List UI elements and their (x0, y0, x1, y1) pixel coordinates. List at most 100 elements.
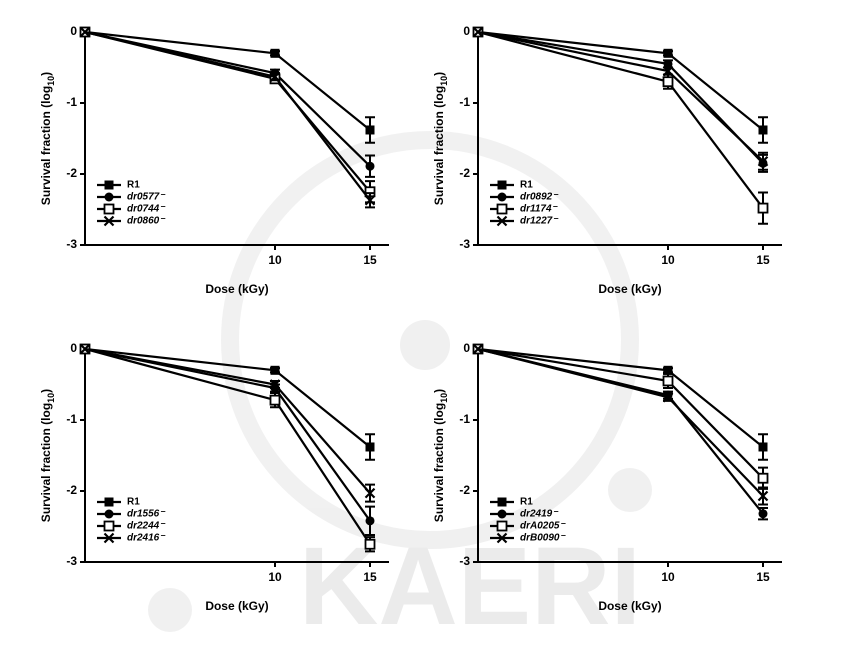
x-tick-label: 15 (363, 570, 377, 584)
legend-label: dr0892⁻ (520, 192, 559, 203)
marker (364, 487, 376, 499)
y-axis-label: Survival fraction (log10) (432, 72, 449, 205)
marker (104, 497, 114, 507)
y-axis-label-part: ) (39, 72, 53, 76)
y-tick-label: -3 (66, 554, 77, 568)
watermark-ring (221, 131, 639, 549)
marker (757, 472, 769, 484)
marker (496, 215, 508, 227)
x-tick-label: 15 (756, 570, 770, 584)
legend-label: dr2244⁻ (127, 521, 166, 532)
y-tick-label: -2 (459, 483, 470, 497)
legend-label: dr0744⁻ (127, 204, 166, 215)
marker (662, 76, 674, 88)
y-axis-label-part: Survival fraction (log (39, 403, 53, 522)
marker (269, 71, 281, 83)
y-tick-label: -2 (459, 166, 470, 180)
marker (663, 365, 673, 375)
marker (79, 26, 91, 38)
watermark-dot (608, 468, 652, 512)
y-axis-label-part: 10 (46, 76, 56, 86)
marker (496, 203, 508, 215)
y-axis-label-part: 10 (439, 76, 449, 86)
marker (103, 215, 115, 227)
marker (365, 516, 375, 526)
watermark-dot (148, 588, 192, 632)
y-axis-label-part: 10 (439, 393, 449, 403)
legend-label: dr2416⁻ (127, 533, 166, 544)
marker (104, 509, 114, 519)
marker (365, 161, 375, 171)
y-axis-label-part: Survival fraction (log (39, 86, 53, 205)
marker (662, 392, 674, 403)
y-tick-label: -3 (459, 237, 470, 251)
marker (104, 192, 114, 202)
marker (758, 442, 768, 452)
y-axis-label-part: ) (39, 389, 53, 393)
y-axis-label-part: ) (432, 389, 446, 393)
y-tick-label: -3 (459, 554, 470, 568)
x-axis-label: Dose (kGy) (598, 282, 661, 296)
legend-label: drB0090⁻ (520, 533, 566, 544)
marker (269, 394, 281, 406)
legend-label: dr0577⁻ (127, 192, 166, 203)
marker (662, 375, 674, 387)
y-tick-label: 0 (70, 341, 77, 355)
y-axis-label-part: Survival fraction (log (432, 403, 446, 522)
x-tick-label: 15 (363, 253, 377, 267)
legend-label: dr1556⁻ (127, 509, 166, 520)
marker (472, 343, 484, 355)
legend-label: dr2419⁻ (520, 509, 559, 520)
series-line (84, 30, 371, 131)
series-line (477, 30, 764, 165)
marker (79, 343, 91, 355)
y-tick-label: -1 (66, 95, 77, 109)
y-tick-label: 0 (70, 24, 77, 38)
y-axis-label-part: 10 (46, 393, 56, 403)
marker (663, 48, 673, 58)
marker (496, 520, 508, 532)
legend-label: dr1227⁻ (520, 216, 559, 227)
y-axis-label: Survival fraction (log10) (39, 389, 56, 522)
y-axis-label: Survival fraction (log10) (39, 72, 56, 205)
panel: -3 -2 -1 0 10 15 Dose (kGy) Survival fraction (… (432, 24, 782, 296)
marker (270, 365, 280, 375)
marker (269, 379, 281, 390)
y-axis-label: Survival fraction (log10) (432, 389, 449, 522)
marker (104, 180, 114, 190)
legend-label: drA0205⁻ (520, 521, 566, 532)
marker (757, 490, 769, 502)
marker (663, 59, 673, 69)
y-axis-label-part: Survival fraction (log (432, 86, 446, 205)
marker (758, 509, 768, 519)
x-axis-label: Dose (kGy) (598, 599, 661, 613)
marker (757, 155, 769, 167)
y-tick-label: 0 (463, 341, 470, 355)
watermark-dot (400, 320, 450, 370)
marker (497, 180, 507, 190)
marker (497, 509, 507, 519)
x-tick-label: 10 (268, 570, 282, 584)
marker (497, 192, 507, 202)
marker (103, 520, 115, 532)
marker (364, 194, 376, 206)
y-tick-label: -2 (66, 483, 77, 497)
marker (757, 202, 769, 214)
panel: -3 -2 -1 0 10 15 Dose (kGy) Survival fraction (… (39, 24, 389, 296)
marker (496, 532, 508, 544)
legend-label: R1 (520, 180, 533, 191)
marker (472, 26, 484, 38)
x-axis-label: Dose (kGy) (205, 599, 268, 613)
panel: -3 -2 -1 0 10 15 Dose (kGy) Survival fraction (… (432, 341, 782, 613)
y-tick-label: -2 (66, 166, 77, 180)
panel: -3 -2 -1 0 10 15 Dose (kGy) Survival fraction (… (39, 341, 389, 613)
legend-label: R1 (127, 180, 140, 191)
x-tick-label: 10 (661, 570, 675, 584)
marker (365, 125, 375, 135)
marker (103, 532, 115, 544)
legend-label: R1 (520, 497, 533, 508)
legend-label: R1 (127, 497, 140, 508)
marker (662, 65, 674, 77)
x-axis-label: Dose (kGy) (205, 282, 268, 296)
series-line (477, 30, 764, 131)
